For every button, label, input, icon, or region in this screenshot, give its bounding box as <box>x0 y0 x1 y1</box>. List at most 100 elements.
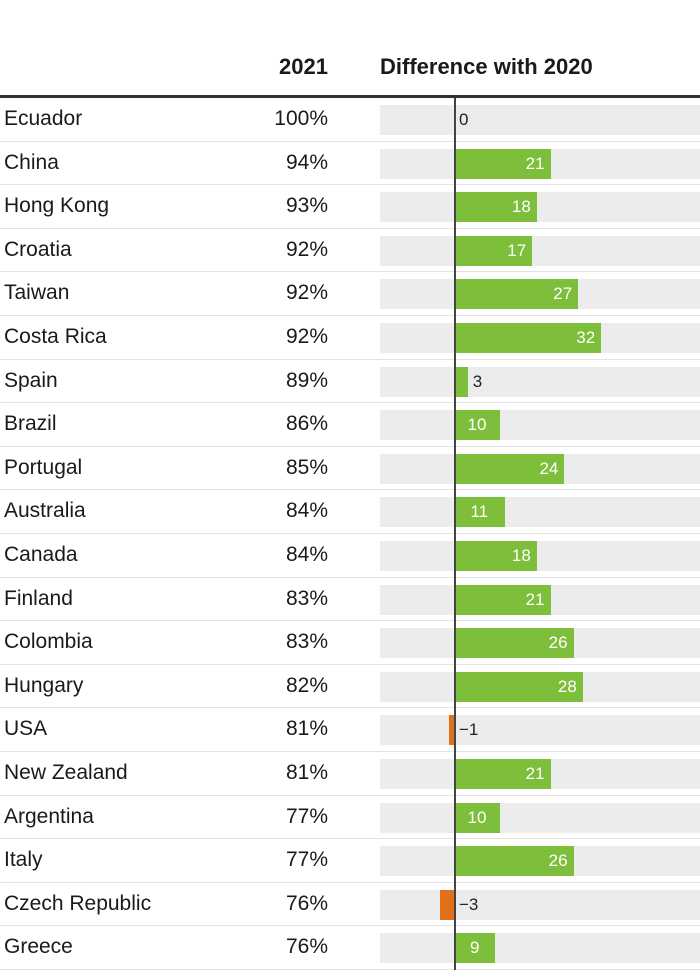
difference-bar <box>454 802 500 833</box>
table-row: New Zealand 81% 21 <box>0 752 700 796</box>
share-2021-value: 82% <box>285 673 328 697</box>
table-row: Portugal 85% 24 <box>0 447 700 491</box>
country-label: Spain <box>4 368 58 392</box>
share-2021-value: 77% <box>285 848 328 872</box>
difference-value-label: 27 <box>553 284 573 304</box>
difference-track: 18 <box>380 192 700 223</box>
header-rule <box>0 95 700 98</box>
country-label: Czech Republic <box>4 891 152 915</box>
table-row: Colombia 83% 26 <box>0 621 700 665</box>
share-2021-value: 84% <box>285 542 328 566</box>
column-header-difference: Difference with 2020 <box>380 54 593 79</box>
difference-value-label: 24 <box>539 458 559 478</box>
country-label: Croatia <box>4 237 72 261</box>
share-2021-value: 84% <box>285 499 328 523</box>
country-label: Costa Rica <box>4 324 107 348</box>
country-label: Taiwan <box>4 281 70 305</box>
difference-value-label: 26 <box>548 851 568 871</box>
difference-value-label: 18 <box>511 197 531 217</box>
row-divider <box>0 227 700 229</box>
difference-value-label: 21 <box>525 763 545 783</box>
difference-value-label: −3 <box>459 894 479 914</box>
difference-bar <box>449 715 454 746</box>
table-row: Hungary 82% 28 <box>0 665 700 709</box>
table-row: Czech Republic 76% −3 <box>0 883 700 927</box>
country-label: Portugal <box>4 455 83 479</box>
difference-track: 10 <box>380 410 700 441</box>
row-divider <box>0 925 700 927</box>
difference-track: −1 <box>380 715 700 746</box>
difference-value-label: 10 <box>467 807 487 827</box>
row-divider <box>0 881 700 883</box>
difference-bar <box>454 758 551 789</box>
difference-track: 0 <box>380 105 700 135</box>
difference-value-label: 32 <box>576 327 596 347</box>
row-divider <box>0 402 700 404</box>
difference-bar <box>440 889 454 920</box>
share-2021-value: 83% <box>285 586 328 610</box>
table-row: Greece 76% 9 <box>0 926 700 970</box>
country-label: Argentina <box>4 804 94 828</box>
row-divider <box>0 532 700 534</box>
row-divider <box>0 489 700 491</box>
share-2021-value: 85% <box>285 455 328 479</box>
difference-track: 21 <box>380 584 700 615</box>
difference-track: 3 <box>380 366 700 397</box>
difference-track: 26 <box>380 846 700 877</box>
table-row: Finland 83% 21 <box>0 578 700 622</box>
difference-bar <box>454 453 565 484</box>
difference-bar <box>454 235 533 266</box>
table-body: Ecuador 100% 0 China 94% 21 Hong Kong 93% 18 Croa… <box>0 98 700 970</box>
table-row: Australia 84% 11 <box>0 490 700 534</box>
difference-bar <box>454 933 496 964</box>
country-label: China <box>4 150 59 174</box>
row-divider <box>0 314 700 316</box>
table-row: Ecuador 100% 0 <box>0 98 700 142</box>
difference-track: 10 <box>380 802 700 833</box>
difference-value-label: 26 <box>548 633 568 653</box>
share-2021-value: 81% <box>285 717 328 741</box>
share-2021-value: 92% <box>285 237 328 261</box>
share-2021-value: 83% <box>285 630 328 654</box>
row-divider <box>0 184 700 186</box>
country-label: Ecuador <box>4 107 83 130</box>
share-2021-value: 76% <box>285 891 328 915</box>
row-divider <box>0 968 700 970</box>
difference-value-label: 11 <box>470 502 489 522</box>
row-divider <box>0 707 700 709</box>
table-row: Italy 77% 26 <box>0 839 700 883</box>
difference-track: 24 <box>380 453 700 484</box>
country-label: Hungary <box>4 673 84 697</box>
country-label: Brazil <box>4 412 57 436</box>
difference-value-label: 17 <box>507 240 527 260</box>
difference-track: 27 <box>380 279 700 310</box>
country-label: Greece <box>4 935 73 959</box>
difference-bar <box>454 584 551 615</box>
table-row: Argentina 77% 10 <box>0 796 700 840</box>
difference-bar <box>454 192 537 223</box>
table-row: Costa Rica 92% 32 <box>0 316 700 360</box>
difference-value-label: 0 <box>459 110 469 129</box>
row-divider <box>0 445 700 447</box>
difference-track: −3 <box>380 889 700 920</box>
difference-bar <box>454 322 602 353</box>
share-2021-value: 92% <box>285 281 328 305</box>
difference-bar <box>454 410 500 441</box>
difference-bar <box>454 846 574 877</box>
zero-axis-line <box>454 98 456 970</box>
row-divider <box>0 663 700 665</box>
difference-track: 18 <box>380 540 700 571</box>
table-row: USA 81% −1 <box>0 708 700 752</box>
share-2021-value: 100% <box>274 107 328 130</box>
difference-value-label: 21 <box>525 589 545 609</box>
country-label: USA <box>4 717 48 741</box>
row-divider <box>0 271 700 273</box>
difference-bar <box>454 497 505 528</box>
share-2021-value: 92% <box>285 324 328 348</box>
difference-value-label: 18 <box>511 545 531 565</box>
difference-bar <box>454 671 583 702</box>
row-divider <box>0 358 700 360</box>
table-row: Canada 84% 18 <box>0 534 700 578</box>
difference-bar <box>454 148 551 179</box>
difference-value-label: 9 <box>469 938 480 958</box>
